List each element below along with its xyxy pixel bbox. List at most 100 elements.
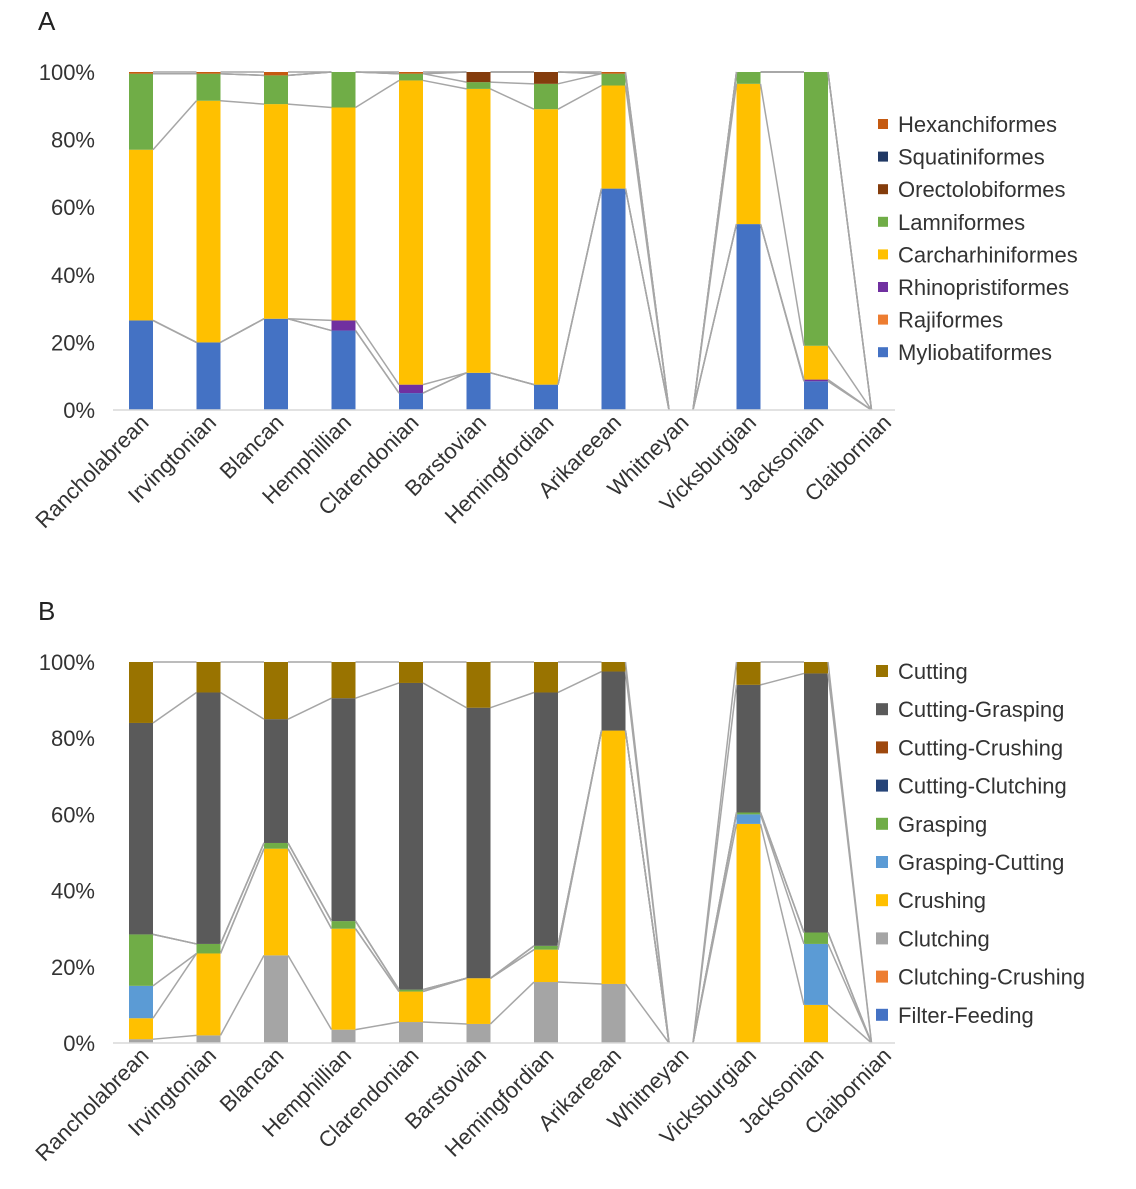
panel-b-connector-line [219, 842, 265, 945]
panel-b-bar-segment [129, 662, 153, 723]
panel-b-legend-entry: Crushing [898, 888, 986, 913]
panel-b-bar-segment [264, 662, 288, 720]
panel-a-ytick-label: 100% [39, 60, 95, 85]
panel-a-legend-entry: Rajiformes [898, 308, 1003, 333]
panel-b-connector-line [152, 953, 198, 1019]
panel-a-legend-entry: Carcharhiniformes [898, 242, 1078, 267]
panel-b-bar-segment [196, 953, 221, 1036]
panel-b-connector-line [287, 842, 333, 922]
panel-a-legend-swatch [878, 249, 888, 260]
panel-b-bar-segment [804, 932, 828, 944]
panel-b-ytick-label: 80% [51, 726, 95, 751]
panel-b-legend-swatch [876, 932, 888, 945]
panel-a-bar-segment [534, 384, 558, 410]
panel-a-bar-segment [399, 72, 423, 74]
panel-b-connector-line [557, 670, 602, 694]
panel-a-connector-line [355, 79, 400, 109]
panel-a-connector-line [490, 81, 535, 85]
panel-b-connector-line [827, 932, 873, 1044]
panel-a-bar-segment [264, 72, 288, 76]
panel-b-legend-swatch [876, 894, 888, 907]
panel-a-connector-line [422, 72, 467, 83]
panel-b-bar-segment [736, 684, 761, 813]
panel-b-legend-entry: Cutting-Crushing [898, 735, 1063, 760]
panel-a-connector-line [759, 223, 805, 380]
panel-b-connector-line [624, 661, 670, 1044]
panel-b-bar-segment [466, 662, 491, 708]
panel-b-bar-segment [399, 991, 423, 1023]
panel-b-legend-entry: Clutching [898, 926, 990, 951]
panel-b-legend-entry: Clutching-Crushing [898, 965, 1085, 990]
panel-b-bar-segment [804, 662, 828, 674]
panel-b-legend-entry: Cutting-Grasping [898, 697, 1064, 722]
panel-b-legend-swatch [876, 817, 888, 830]
panel-a-bar-segment [196, 342, 221, 410]
panel-b-connector-line [557, 730, 603, 946]
panel-a-bar-segment [534, 72, 558, 84]
panel-b-connector-line [759, 823, 805, 1006]
panel-a-connector-line [827, 71, 873, 411]
panel-a-connector-line [557, 84, 602, 110]
panel-b-bar-segment [534, 945, 558, 950]
panel-b-bar-segment [804, 943, 828, 1005]
panel-a-connector-line [490, 372, 535, 386]
panel-b-connector-line [220, 691, 265, 720]
panel-a-bar-segment [466, 88, 491, 373]
panel-a-bar-segment [601, 72, 626, 74]
panel-a-bar-segment [196, 73, 221, 101]
panel-a-bar-segment [534, 109, 558, 385]
panel-a-legend-entry: Myliobatiformes [898, 340, 1052, 365]
panel-a-bar-segment [804, 72, 828, 346]
panel-b-legend-swatch [876, 703, 888, 716]
panel-b-connector-line [422, 682, 467, 709]
panel-a-bar-segment [736, 224, 761, 410]
panel-a-connector-line [287, 318, 332, 332]
panel-a-legend-entry: Rhinopristiformes [898, 275, 1069, 300]
panel-b-bar-segment [331, 928, 356, 1030]
panel-a-bar-segment [601, 188, 626, 410]
panel-a-bar-segment [129, 72, 153, 74]
panel-a-bar-segment [466, 372, 491, 410]
panel-b-bar-segment [466, 707, 491, 979]
panel-b-legend-swatch [876, 856, 888, 868]
panel-b-bar-segment [129, 722, 153, 935]
panel-b-bar-segment [129, 1018, 153, 1040]
panel-b-bar-segment [399, 989, 423, 992]
panel-a-connector-line [557, 188, 603, 385]
panel-b-bar-segment [196, 692, 221, 944]
panel-a-ytick-label: 80% [51, 128, 95, 153]
panel-b-legend-entry: Cutting-Clutching [898, 774, 1067, 799]
panel-a-connector-line [827, 345, 873, 411]
panel-a-bar-segment [331, 72, 356, 108]
panel-a-connector-line [287, 103, 332, 109]
panel-b-bar-segment [534, 949, 558, 983]
panel-a-bar-segment [129, 73, 153, 150]
panel-b-bar-segment [264, 955, 288, 1043]
panel-b-connector-line [692, 661, 738, 1044]
panel-a-ytick-label: 0% [63, 398, 95, 423]
panel-a-legend-entry: Orectolobiformes [898, 177, 1066, 202]
panel-b-connector-line [490, 945, 535, 979]
panel-a-ytick-label: 40% [51, 263, 95, 288]
panel-a-legend-entry: Hexanchiformes [898, 112, 1057, 137]
panel-b-bar-segment [466, 1023, 491, 1043]
panel-b-bar-segment [264, 848, 288, 956]
panel-b-connector-line [354, 920, 400, 991]
panel-a-bar-segment [399, 384, 423, 394]
panel-a-connector-line [220, 99, 265, 105]
panel-b-bar-segment [196, 1035, 221, 1043]
panel-b-connector-line [422, 977, 467, 991]
panel-a-legend-entry: Lamniformes [898, 210, 1025, 235]
panel-a-connector-line [152, 319, 197, 344]
panel-a-connector-line [624, 188, 670, 411]
panel-a-xtick-label: Rancholabrean [30, 410, 153, 533]
panel-a-bar-segment [601, 73, 626, 86]
panel-a-bar-segment [804, 345, 828, 380]
panel-b-bar-segment [601, 671, 626, 731]
panel-a-bar-segment [399, 73, 423, 81]
panel-b-connector-line [827, 661, 873, 1044]
panel-b-legend-entry: Cutting [898, 659, 968, 684]
panel-b-connector-line [152, 952, 197, 987]
panel-b-connector-line [287, 697, 332, 720]
panel-a-bar-segment [466, 82, 491, 89]
